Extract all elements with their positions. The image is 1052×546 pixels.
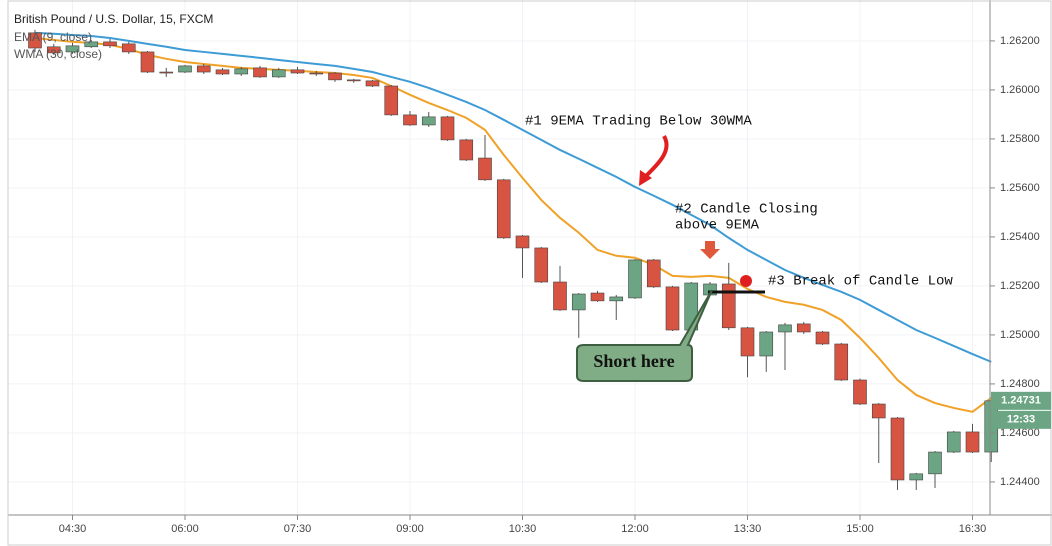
chart-title: British Pound / U.S. Dollar, 15, FXCM bbox=[14, 12, 213, 26]
candle-body bbox=[271, 69, 286, 78]
y-tick-label: 1.26200 bbox=[1000, 35, 1040, 47]
candle-body bbox=[909, 473, 924, 481]
candle-body bbox=[815, 331, 830, 345]
candle-body bbox=[834, 343, 849, 381]
x-tick-label: 16:30 bbox=[959, 523, 987, 535]
candle-body bbox=[871, 403, 886, 419]
candle-body bbox=[103, 41, 117, 47]
x-tick-label: 04:30 bbox=[59, 523, 87, 535]
y-tick-label: 1.25400 bbox=[1000, 231, 1040, 243]
candle-body bbox=[403, 114, 417, 126]
candle-body bbox=[140, 51, 155, 73]
indicator-line bbox=[34, 31, 992, 363]
candle-body bbox=[365, 80, 380, 87]
x-tick-label: 10:30 bbox=[509, 523, 537, 535]
x-tick-label: 15:00 bbox=[846, 523, 874, 535]
candle-body bbox=[159, 71, 174, 74]
candle-body bbox=[384, 85, 399, 116]
candle-body bbox=[665, 286, 680, 331]
candle-body bbox=[928, 451, 942, 475]
y-tick-label: 1.24400 bbox=[1000, 476, 1040, 488]
callout-text: Short here bbox=[593, 351, 674, 371]
candle-body bbox=[234, 68, 249, 75]
annotation: #3 Break of Candle Low bbox=[768, 274, 953, 290]
candle-body bbox=[65, 45, 80, 53]
x-tick-label: 06:00 bbox=[171, 523, 199, 535]
indicator-lines bbox=[34, 31, 992, 413]
candle-body bbox=[46, 46, 61, 54]
candle-body bbox=[890, 417, 905, 481]
candle-body bbox=[553, 281, 567, 311]
x-tick-label: 07:30 bbox=[284, 523, 312, 535]
candle-body bbox=[84, 41, 99, 48]
axes: 1.26200 1.26000 1.25800 1.25600 1.25400 1.252… bbox=[59, 35, 1051, 535]
candle-body bbox=[121, 43, 136, 53]
candle-body bbox=[496, 179, 511, 239]
annotation: above 9EMA bbox=[675, 218, 760, 234]
candle-body bbox=[459, 139, 474, 161]
x-tick-label: 09:00 bbox=[396, 523, 424, 535]
callout bbox=[576, 289, 713, 382]
marker-dot bbox=[740, 275, 752, 287]
y-tick-label: 1.25600 bbox=[1000, 182, 1040, 194]
y-tick-label: 1.24600 bbox=[1000, 427, 1040, 439]
annotation: #2 Candle Closing bbox=[675, 202, 818, 218]
down-arrow bbox=[700, 241, 720, 259]
candle-body bbox=[609, 296, 624, 302]
candle-body bbox=[253, 67, 267, 78]
candle-body bbox=[196, 65, 211, 73]
candle-body bbox=[215, 69, 230, 75]
candle-body bbox=[590, 292, 605, 302]
x-tick-label: 13:30 bbox=[734, 523, 762, 535]
candle-body bbox=[796, 323, 811, 333]
candle-body bbox=[421, 116, 436, 126]
candle-body bbox=[965, 431, 980, 453]
y-tick-label: 1.26000 bbox=[1000, 84, 1040, 96]
y-tick-label: 1.25000 bbox=[1000, 329, 1040, 341]
candle-body bbox=[28, 32, 42, 49]
candle-body bbox=[571, 293, 586, 311]
legend-entry: EMA (9, close) bbox=[14, 30, 92, 44]
candle-body bbox=[309, 72, 324, 75]
candle-body bbox=[290, 69, 305, 74]
candle-body bbox=[646, 259, 661, 288]
candle-body bbox=[515, 235, 530, 249]
last-price-label: 1.24731 bbox=[1001, 395, 1041, 407]
candle-body bbox=[328, 72, 342, 81]
y-tick-label: 1.25200 bbox=[1000, 280, 1040, 292]
arrow-head bbox=[639, 170, 652, 186]
candle-body bbox=[178, 65, 192, 73]
annotation: #1 9EMA Trading Below 30WMA bbox=[525, 114, 752, 130]
candle-body bbox=[740, 327, 755, 357]
frame bbox=[7, 0, 1052, 546]
candle-body bbox=[478, 157, 492, 181]
candle-body bbox=[346, 79, 361, 82]
x-tick-label: 12:00 bbox=[621, 523, 649, 535]
candle-body bbox=[534, 247, 549, 283]
candle-body bbox=[721, 283, 736, 329]
last-price-box bbox=[991, 391, 1051, 410]
countdown-label: 12:33 bbox=[1007, 414, 1035, 426]
candle-body bbox=[778, 324, 792, 333]
countdown-box bbox=[991, 410, 1051, 429]
candle-body bbox=[628, 259, 642, 299]
y-tick-label: 1.24800 bbox=[1000, 378, 1040, 390]
indicator-line bbox=[34, 36, 992, 413]
legend-entry: WMA (30, close) bbox=[14, 47, 102, 61]
candle-body bbox=[946, 431, 961, 453]
candle-body bbox=[853, 379, 867, 405]
candle-body bbox=[440, 116, 455, 141]
candle-body bbox=[759, 331, 774, 357]
arrow bbox=[644, 135, 669, 178]
y-tick-label: 1.25800 bbox=[1000, 133, 1040, 145]
